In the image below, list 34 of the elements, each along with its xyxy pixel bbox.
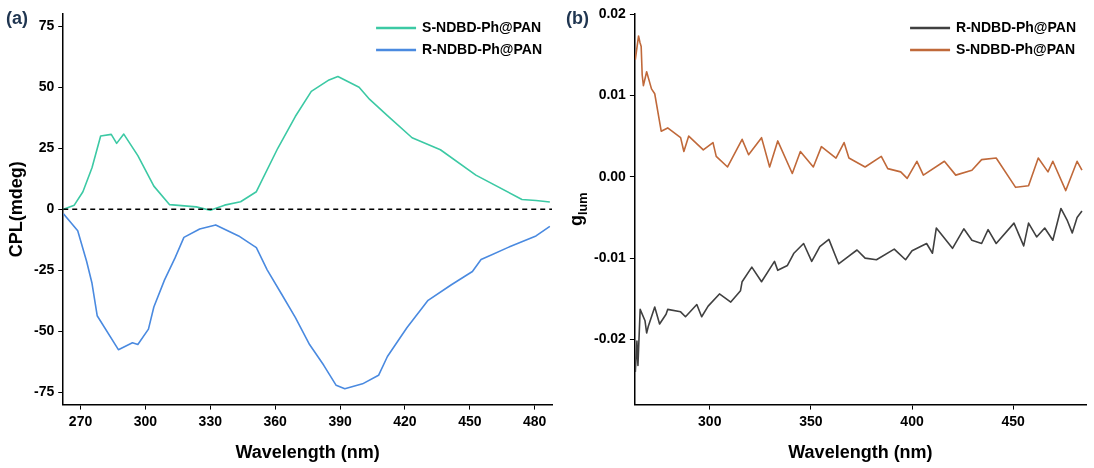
y-tick-label: -0.02 xyxy=(593,330,627,347)
x-tick-label: 350 xyxy=(799,412,823,429)
y-tick-label: -50 xyxy=(34,322,55,339)
y-tick-label: 75 xyxy=(38,17,55,34)
y-tick-label: -75 xyxy=(34,383,55,400)
legend-label: S-NDBD-Ph@PAN xyxy=(422,18,542,35)
legend-label: S-NDBD-Ph@PAN xyxy=(956,40,1076,57)
y-tick-label: -0.01 xyxy=(593,248,627,265)
x-axis-title: Wavelength (nm) xyxy=(788,442,933,463)
x-tick-label: 480 xyxy=(523,412,547,429)
text: (b) xyxy=(566,8,589,28)
legend-label: R-NDBD-Ph@PAN xyxy=(422,40,542,57)
x-axis-title: Wavelength (nm) xyxy=(235,442,380,463)
x-tick-label: 420 xyxy=(393,412,417,429)
text: (a) xyxy=(6,8,28,28)
y-tick-label: 50 xyxy=(38,78,55,95)
x-tick-label: 300 xyxy=(133,412,158,429)
x-tick-label: 450 xyxy=(1001,412,1026,429)
y-axis-title: glum xyxy=(566,192,591,226)
y-tick-label: -25 xyxy=(34,261,55,278)
x-tick-label: 300 xyxy=(698,412,722,429)
y-tick-label: 25 xyxy=(38,139,55,156)
y-tick-label: 0.01 xyxy=(598,86,627,103)
legend-label: R-NDBD-Ph@PAN xyxy=(956,18,1076,35)
x-tick-label: 330 xyxy=(198,412,223,429)
x-tick-label: 400 xyxy=(900,412,924,429)
x-tick-label: 390 xyxy=(328,412,352,429)
x-tick-label: 450 xyxy=(458,412,482,429)
x-tick-label: 360 xyxy=(263,412,288,429)
x-tick-label: 270 xyxy=(68,412,93,429)
y-axis-title: CPL(mdeg) xyxy=(6,161,26,258)
y-tick-label: 0 xyxy=(46,200,55,217)
y-tick-label: 0.00 xyxy=(598,167,627,184)
y-tick-label: 0.02 xyxy=(598,4,627,21)
